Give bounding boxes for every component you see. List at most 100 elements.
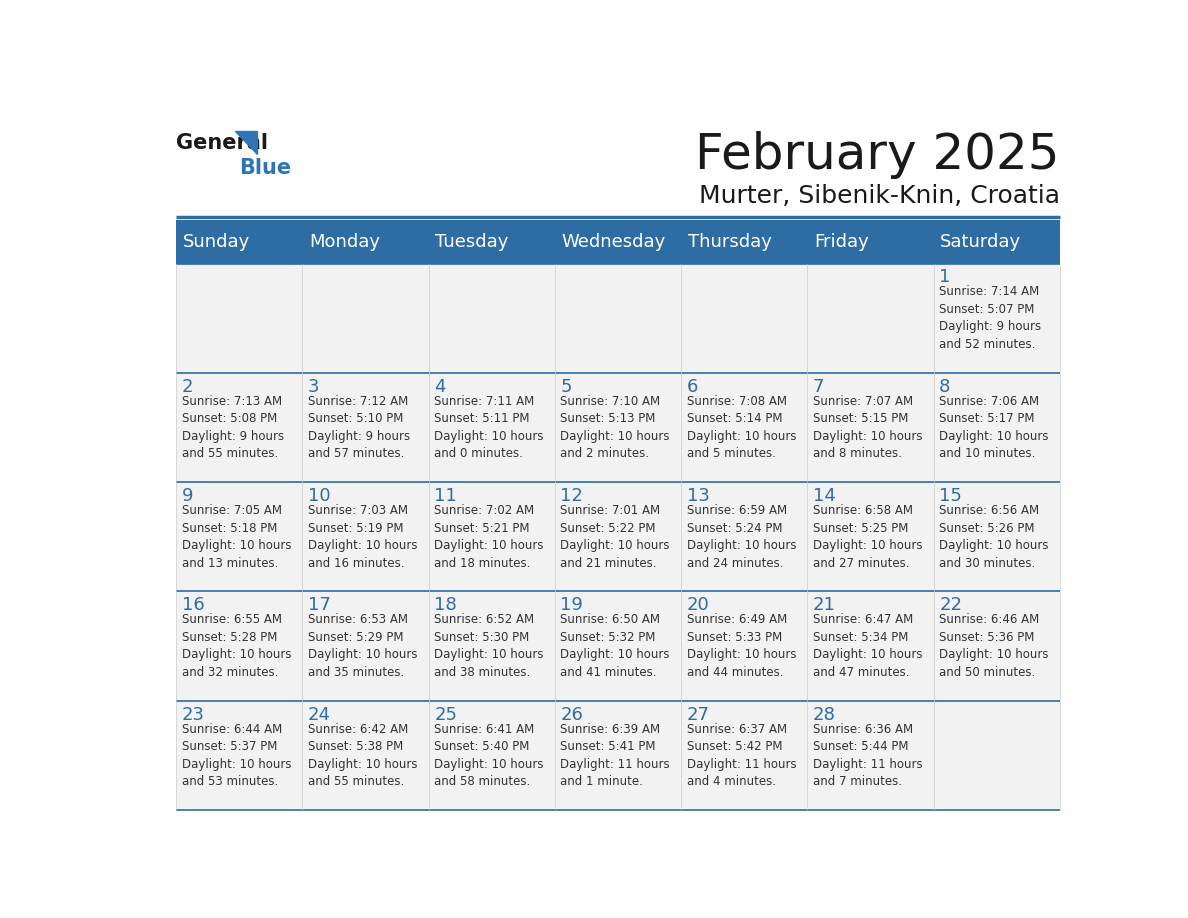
Text: 25: 25 — [434, 706, 457, 723]
Bar — [681, 482, 808, 591]
Text: Sunrise: 7:13 AM
Sunset: 5:08 PM
Daylight: 9 hours
and 55 minutes.: Sunrise: 7:13 AM Sunset: 5:08 PM Dayligh… — [182, 395, 284, 460]
Bar — [176, 219, 303, 263]
Text: Sunrise: 7:06 AM
Sunset: 5:17 PM
Daylight: 10 hours
and 10 minutes.: Sunrise: 7:06 AM Sunset: 5:17 PM Dayligh… — [940, 395, 1049, 460]
Text: 24: 24 — [308, 706, 331, 723]
Text: 22: 22 — [940, 597, 962, 614]
Text: Sunrise: 6:49 AM
Sunset: 5:33 PM
Daylight: 10 hours
and 44 minutes.: Sunrise: 6:49 AM Sunset: 5:33 PM Dayligh… — [687, 613, 796, 678]
Bar — [555, 482, 681, 591]
Text: Sunrise: 6:37 AM
Sunset: 5:42 PM
Daylight: 11 hours
and 4 minutes.: Sunrise: 6:37 AM Sunset: 5:42 PM Dayligh… — [687, 722, 796, 788]
Text: 26: 26 — [561, 706, 583, 723]
Text: Sunrise: 6:39 AM
Sunset: 5:41 PM
Daylight: 11 hours
and 1 minute.: Sunrise: 6:39 AM Sunset: 5:41 PM Dayligh… — [561, 722, 670, 788]
Text: Tuesday: Tuesday — [435, 232, 508, 251]
Text: Sunrise: 6:56 AM
Sunset: 5:26 PM
Daylight: 10 hours
and 30 minutes.: Sunrise: 6:56 AM Sunset: 5:26 PM Dayligh… — [940, 504, 1049, 569]
Text: 4: 4 — [434, 378, 446, 396]
Text: Wednesday: Wednesday — [562, 232, 665, 251]
Bar — [176, 700, 303, 810]
Bar — [555, 591, 681, 700]
Bar — [429, 263, 555, 373]
Text: Sunrise: 7:03 AM
Sunset: 5:19 PM
Daylight: 10 hours
and 16 minutes.: Sunrise: 7:03 AM Sunset: 5:19 PM Dayligh… — [308, 504, 417, 569]
Text: 28: 28 — [813, 706, 836, 723]
Bar — [681, 700, 808, 810]
Polygon shape — [235, 131, 257, 154]
Text: Sunrise: 7:05 AM
Sunset: 5:18 PM
Daylight: 10 hours
and 13 minutes.: Sunrise: 7:05 AM Sunset: 5:18 PM Dayligh… — [182, 504, 291, 569]
Bar — [808, 263, 934, 373]
Text: Sunrise: 7:08 AM
Sunset: 5:14 PM
Daylight: 10 hours
and 5 minutes.: Sunrise: 7:08 AM Sunset: 5:14 PM Dayligh… — [687, 395, 796, 460]
Bar — [934, 373, 1060, 482]
Bar — [934, 263, 1060, 373]
Text: Saturday: Saturday — [940, 232, 1022, 251]
Text: Sunrise: 7:07 AM
Sunset: 5:15 PM
Daylight: 10 hours
and 8 minutes.: Sunrise: 7:07 AM Sunset: 5:15 PM Dayligh… — [813, 395, 923, 460]
Bar — [555, 263, 681, 373]
Bar — [555, 219, 681, 263]
Bar — [681, 219, 808, 263]
Bar — [808, 482, 934, 591]
Bar — [555, 700, 681, 810]
Bar — [176, 591, 303, 700]
Bar — [681, 263, 808, 373]
Text: 10: 10 — [308, 487, 330, 505]
Text: 12: 12 — [561, 487, 583, 505]
Text: Thursday: Thursday — [688, 232, 771, 251]
Text: Sunrise: 7:02 AM
Sunset: 5:21 PM
Daylight: 10 hours
and 18 minutes.: Sunrise: 7:02 AM Sunset: 5:21 PM Dayligh… — [434, 504, 544, 569]
Text: 7: 7 — [813, 378, 824, 396]
Text: Blue: Blue — [239, 158, 291, 178]
Text: Sunrise: 6:36 AM
Sunset: 5:44 PM
Daylight: 11 hours
and 7 minutes.: Sunrise: 6:36 AM Sunset: 5:44 PM Dayligh… — [813, 722, 923, 788]
Bar — [808, 591, 934, 700]
Bar — [176, 373, 303, 482]
Bar — [303, 700, 429, 810]
Bar — [429, 219, 555, 263]
Text: 23: 23 — [182, 706, 204, 723]
Text: Friday: Friday — [814, 232, 868, 251]
Text: Sunrise: 6:53 AM
Sunset: 5:29 PM
Daylight: 10 hours
and 35 minutes.: Sunrise: 6:53 AM Sunset: 5:29 PM Dayligh… — [308, 613, 417, 678]
Text: 9: 9 — [182, 487, 194, 505]
Text: 18: 18 — [434, 597, 457, 614]
Text: February 2025: February 2025 — [695, 131, 1060, 179]
Text: Sunrise: 6:42 AM
Sunset: 5:38 PM
Daylight: 10 hours
and 55 minutes.: Sunrise: 6:42 AM Sunset: 5:38 PM Dayligh… — [308, 722, 417, 788]
Text: Sunrise: 6:59 AM
Sunset: 5:24 PM
Daylight: 10 hours
and 24 minutes.: Sunrise: 6:59 AM Sunset: 5:24 PM Dayligh… — [687, 504, 796, 569]
Text: 13: 13 — [687, 487, 709, 505]
Text: 2: 2 — [182, 378, 194, 396]
Text: Sunrise: 7:10 AM
Sunset: 5:13 PM
Daylight: 10 hours
and 2 minutes.: Sunrise: 7:10 AM Sunset: 5:13 PM Dayligh… — [561, 395, 670, 460]
Bar — [429, 482, 555, 591]
Bar — [934, 219, 1060, 263]
Text: Sunrise: 7:12 AM
Sunset: 5:10 PM
Daylight: 9 hours
and 57 minutes.: Sunrise: 7:12 AM Sunset: 5:10 PM Dayligh… — [308, 395, 410, 460]
Text: General: General — [176, 133, 268, 152]
Bar — [808, 373, 934, 482]
Text: 6: 6 — [687, 378, 699, 396]
Text: Sunrise: 6:41 AM
Sunset: 5:40 PM
Daylight: 10 hours
and 58 minutes.: Sunrise: 6:41 AM Sunset: 5:40 PM Dayligh… — [434, 722, 544, 788]
Bar — [681, 591, 808, 700]
Text: Murter, Sibenik-Knin, Croatia: Murter, Sibenik-Knin, Croatia — [699, 185, 1060, 208]
Text: Sunrise: 6:52 AM
Sunset: 5:30 PM
Daylight: 10 hours
and 38 minutes.: Sunrise: 6:52 AM Sunset: 5:30 PM Dayligh… — [434, 613, 544, 678]
Bar — [555, 373, 681, 482]
Text: 8: 8 — [940, 378, 950, 396]
Bar — [934, 700, 1060, 810]
Text: 21: 21 — [813, 597, 836, 614]
Text: 20: 20 — [687, 597, 709, 614]
Text: 14: 14 — [813, 487, 836, 505]
Text: Monday: Monday — [309, 232, 380, 251]
Text: Sunrise: 7:14 AM
Sunset: 5:07 PM
Daylight: 9 hours
and 52 minutes.: Sunrise: 7:14 AM Sunset: 5:07 PM Dayligh… — [940, 285, 1042, 351]
Text: 5: 5 — [561, 378, 571, 396]
Bar — [934, 591, 1060, 700]
Bar — [303, 373, 429, 482]
Text: 17: 17 — [308, 597, 330, 614]
Text: 16: 16 — [182, 597, 204, 614]
Text: Sunrise: 7:11 AM
Sunset: 5:11 PM
Daylight: 10 hours
and 0 minutes.: Sunrise: 7:11 AM Sunset: 5:11 PM Dayligh… — [434, 395, 544, 460]
Bar — [808, 219, 934, 263]
Text: 1: 1 — [940, 268, 950, 286]
Text: Sunday: Sunday — [183, 232, 249, 251]
Text: 19: 19 — [561, 597, 583, 614]
Bar — [429, 700, 555, 810]
Bar — [303, 219, 429, 263]
Bar — [681, 373, 808, 482]
Text: 27: 27 — [687, 706, 709, 723]
Bar — [303, 591, 429, 700]
Bar — [303, 263, 429, 373]
Text: Sunrise: 6:50 AM
Sunset: 5:32 PM
Daylight: 10 hours
and 41 minutes.: Sunrise: 6:50 AM Sunset: 5:32 PM Dayligh… — [561, 613, 670, 678]
Text: Sunrise: 6:47 AM
Sunset: 5:34 PM
Daylight: 10 hours
and 47 minutes.: Sunrise: 6:47 AM Sunset: 5:34 PM Dayligh… — [813, 613, 923, 678]
Text: 15: 15 — [940, 487, 962, 505]
Text: Sunrise: 6:58 AM
Sunset: 5:25 PM
Daylight: 10 hours
and 27 minutes.: Sunrise: 6:58 AM Sunset: 5:25 PM Dayligh… — [813, 504, 923, 569]
Bar — [934, 482, 1060, 591]
Text: Sunrise: 7:01 AM
Sunset: 5:22 PM
Daylight: 10 hours
and 21 minutes.: Sunrise: 7:01 AM Sunset: 5:22 PM Dayligh… — [561, 504, 670, 569]
Text: Sunrise: 6:55 AM
Sunset: 5:28 PM
Daylight: 10 hours
and 32 minutes.: Sunrise: 6:55 AM Sunset: 5:28 PM Dayligh… — [182, 613, 291, 678]
